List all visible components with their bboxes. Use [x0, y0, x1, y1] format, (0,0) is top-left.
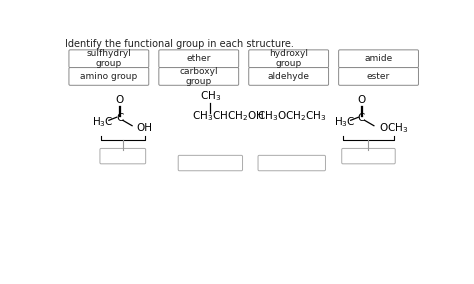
Text: OCH$_3$: OCH$_3$ — [379, 121, 408, 135]
FancyBboxPatch shape — [178, 155, 243, 171]
Text: CH$_3$OCH$_2$CH$_3$: CH$_3$OCH$_2$CH$_3$ — [257, 110, 327, 123]
Text: O: O — [357, 95, 365, 105]
FancyBboxPatch shape — [258, 155, 326, 171]
FancyBboxPatch shape — [100, 149, 146, 164]
FancyBboxPatch shape — [338, 68, 419, 85]
Text: sulfhydryl
group: sulfhydryl group — [86, 49, 131, 68]
Text: carboxyl
group: carboxyl group — [180, 67, 218, 86]
Text: amino group: amino group — [80, 72, 137, 81]
Text: ester: ester — [367, 72, 390, 81]
Text: amide: amide — [365, 54, 392, 63]
Text: H$_3$C: H$_3$C — [334, 115, 355, 129]
FancyBboxPatch shape — [249, 68, 328, 85]
FancyBboxPatch shape — [69, 50, 149, 68]
Text: OH: OH — [137, 123, 153, 133]
FancyBboxPatch shape — [159, 50, 239, 68]
Text: aldehyde: aldehyde — [268, 72, 310, 81]
Text: hydroxyl
group: hydroxyl group — [269, 49, 308, 68]
Text: CH$_3$CHCH$_2$OH: CH$_3$CHCH$_2$OH — [192, 110, 264, 123]
Text: CH$_3$: CH$_3$ — [200, 89, 221, 103]
FancyBboxPatch shape — [159, 68, 239, 85]
Text: H$_3$C: H$_3$C — [92, 115, 113, 129]
FancyBboxPatch shape — [69, 68, 149, 85]
Text: C: C — [116, 113, 123, 123]
Text: ether: ether — [187, 54, 211, 63]
Text: C: C — [358, 113, 365, 123]
FancyBboxPatch shape — [249, 50, 328, 68]
Text: Identify the functional group in each structure.: Identify the functional group in each st… — [65, 39, 294, 49]
FancyBboxPatch shape — [342, 149, 395, 164]
FancyBboxPatch shape — [338, 50, 419, 68]
Text: O: O — [116, 95, 124, 105]
